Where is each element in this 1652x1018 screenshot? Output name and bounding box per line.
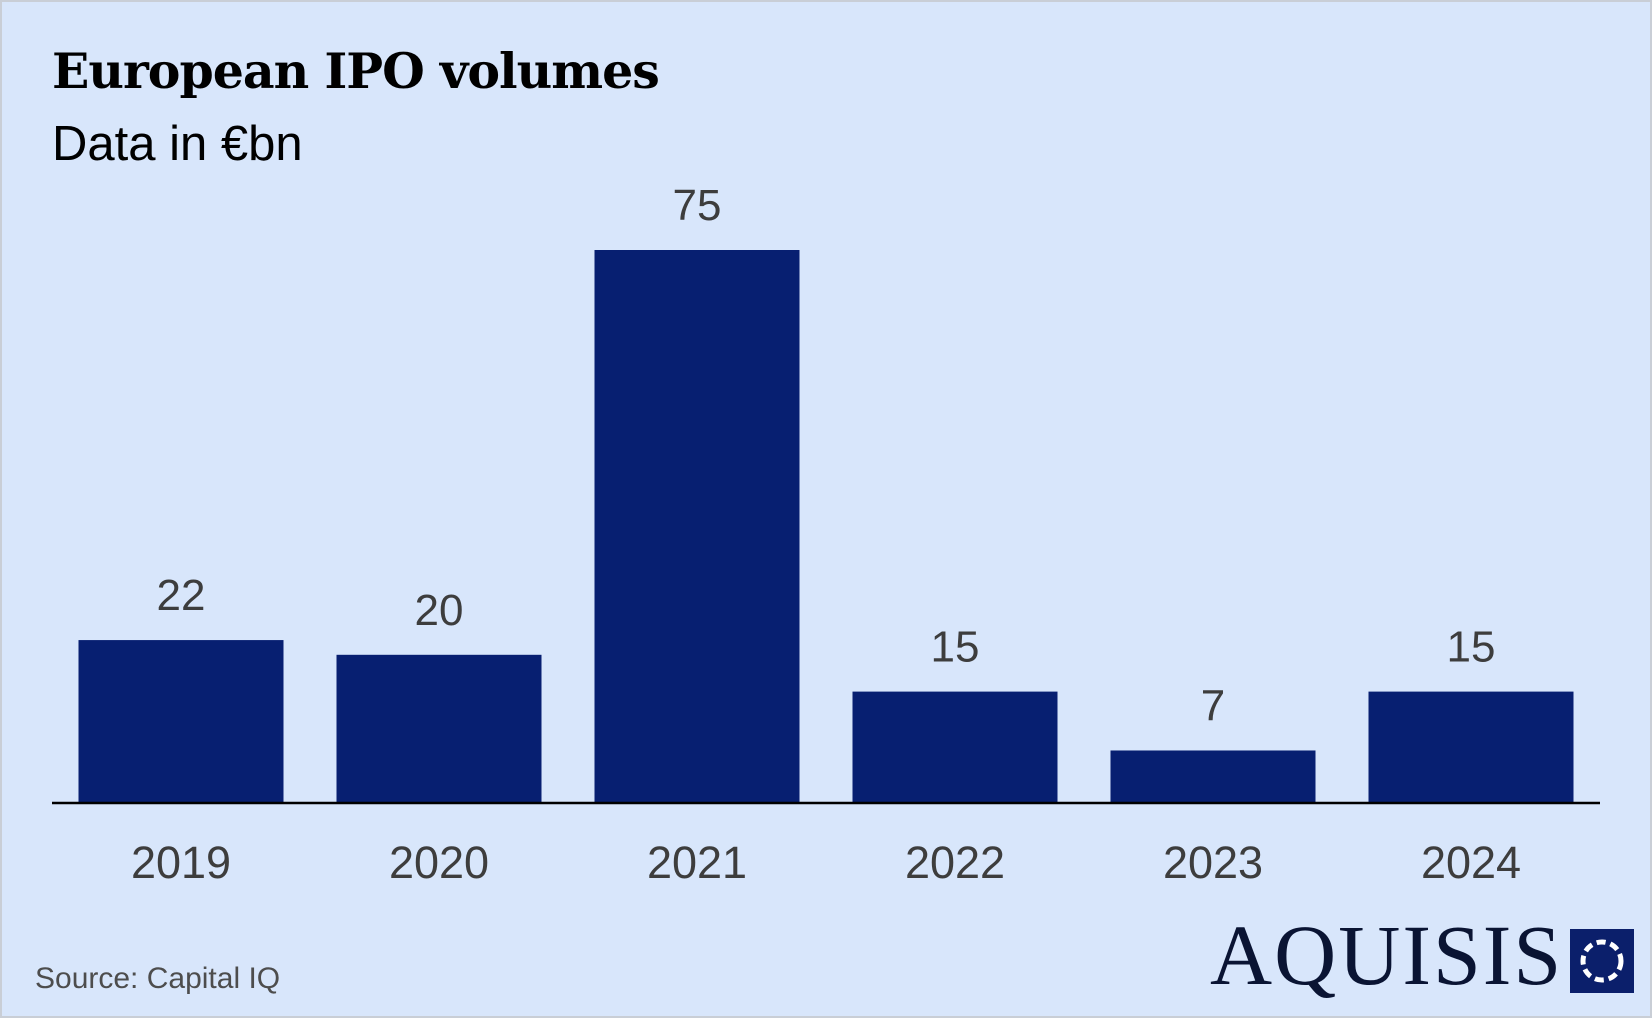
data-label-2023: 7	[1201, 681, 1225, 730]
x-tick-label-2022: 2022	[905, 837, 1005, 888]
data-label-2022: 15	[931, 623, 980, 672]
chart-subtitle: Data in €bn	[52, 117, 303, 171]
data-label-2019: 22	[157, 571, 206, 620]
bar-2020	[336, 654, 542, 802]
data-label-2021: 75	[673, 181, 722, 230]
bar-2022	[852, 691, 1058, 802]
bar-2019	[78, 640, 284, 802]
bar-2021	[594, 250, 800, 802]
chart-title: European IPO volumes	[52, 42, 660, 100]
bar-2023	[1110, 750, 1316, 802]
brand-logo-icon	[1570, 929, 1634, 993]
data-label-2020: 20	[415, 586, 464, 635]
x-tick-label-2023: 2023	[1163, 837, 1263, 888]
data-label-2024: 15	[1447, 623, 1496, 672]
source-note: Source: Capital IQ	[35, 962, 281, 995]
x-tick-label-2019: 2019	[131, 837, 231, 888]
x-tick-label-2020: 2020	[389, 837, 489, 888]
bar-2024	[1368, 691, 1574, 802]
x-tick-label-2021: 2021	[647, 837, 747, 888]
x-tick-label-2024: 2024	[1421, 837, 1521, 888]
brand-logo: AQUISIS	[1210, 907, 1564, 1003]
